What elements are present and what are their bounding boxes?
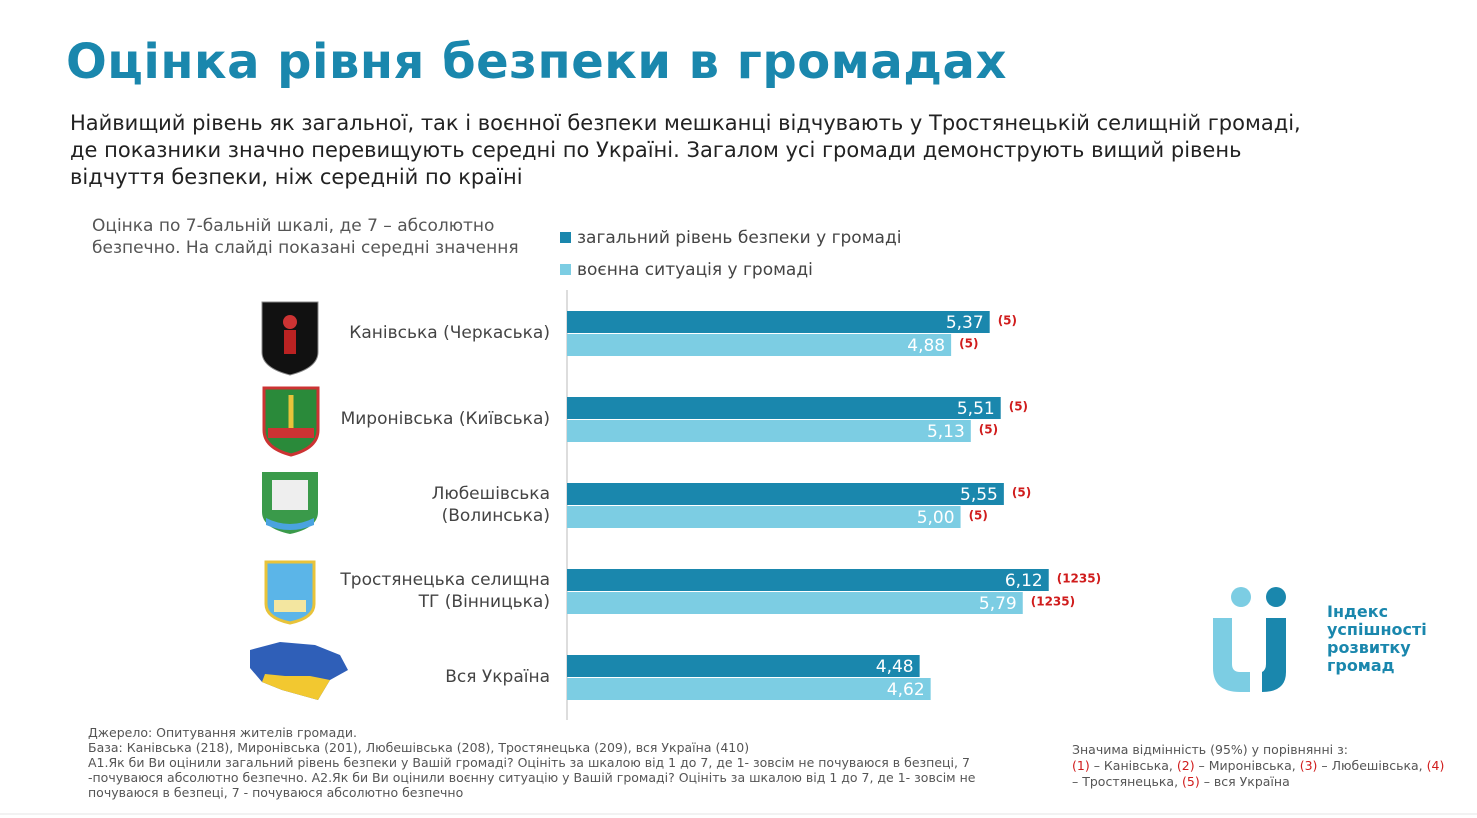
logo-line: успішності (1327, 620, 1427, 639)
footer: Джерело: Опитування жителів громади. База… (88, 725, 1048, 800)
legend-swatch (560, 264, 571, 275)
logo-text: Індекс успішності розвитку громад (1327, 603, 1427, 675)
significance-label: (1235) (1031, 595, 1075, 609)
bar (567, 483, 1004, 505)
category-label: Вся Україна (445, 667, 550, 687)
bar (567, 592, 1023, 614)
value-label: 5,13 (927, 422, 965, 442)
bar (567, 311, 990, 333)
bar (567, 420, 971, 442)
title: Оцінка рівня безпеки в громадах (66, 34, 1007, 90)
value-label: 5,00 (917, 508, 955, 528)
significance-label: – Любешівська, (1317, 758, 1427, 773)
logo-line: громад (1327, 656, 1395, 675)
significance-items: (1) – Канівська, (2) – Миронівська, (3) … (1072, 758, 1452, 790)
logo-line: розвитку (1327, 638, 1411, 657)
subtitle: Найвищий рівень як загальної, так і воєн… (70, 111, 1301, 189)
value-label: 5,55 (960, 485, 998, 505)
significance-note: Значима відмінність (95%) у порівнянні з… (1072, 742, 1452, 790)
legend-label: воєнна ситуація у громаді (577, 260, 813, 280)
bar (567, 334, 952, 356)
significance-code: (3) (1299, 758, 1318, 773)
emblem (262, 386, 320, 457)
value-label: 5,79 (979, 594, 1017, 614)
chart-note: Оцінка по 7-бальній шкалі, де 7 – абсолю… (92, 216, 519, 258)
significance-code: (1) (1072, 758, 1090, 773)
category-label: Тростянецька селищна ТГ (Вінницька) (340, 570, 550, 612)
significance-label: (1235) (1057, 572, 1101, 586)
bar (567, 569, 1049, 591)
significance-label: (5) (979, 423, 998, 437)
legend-label: загальний рівень безпеки у громаді (577, 228, 901, 248)
value-label: 4,62 (887, 680, 925, 700)
significance-title: Значима відмінність (95%) у порівнянні з… (1072, 742, 1348, 757)
significance-code: (4) (1426, 758, 1445, 773)
footer-line: База: Канівська (218), Миронівська (201)… (88, 740, 750, 755)
emblem (264, 560, 316, 625)
category-label: Миронівська (Київська) (340, 409, 550, 429)
significance-code: (5) (1182, 774, 1200, 789)
bar (567, 506, 961, 528)
footer-line: А1.Як би Ви оцінили загальний рівень без… (88, 755, 976, 800)
footer-line: Джерело: Опитування жителів громади. (88, 725, 357, 740)
category-label: Канівська (Черкаська) (349, 323, 550, 343)
significance-label: – Миронівська, (1194, 758, 1300, 773)
significance-code: (2) (1176, 758, 1195, 773)
bar (567, 655, 920, 677)
value-label: 5,51 (957, 399, 995, 419)
emblem (261, 301, 319, 376)
value-label: 6,12 (1005, 571, 1043, 591)
significance-label: (5) (1009, 400, 1028, 414)
significance-label: (5) (1012, 486, 1031, 500)
significance-label: – Канівська, (1089, 758, 1177, 773)
value-label: 4,88 (907, 336, 945, 356)
logo-mark (1213, 587, 1286, 692)
map (250, 642, 348, 700)
bar (567, 678, 931, 700)
significance-label: (5) (969, 509, 988, 523)
significance-label: – вся Україна (1199, 774, 1290, 789)
significance-label: (5) (959, 337, 978, 351)
value-label: 5,37 (946, 313, 984, 333)
bar (567, 397, 1001, 419)
significance-label: (5) (998, 314, 1017, 328)
logo-line: Індекс (1327, 602, 1389, 621)
value-label: 4,48 (876, 657, 914, 677)
emblem (262, 472, 318, 534)
legend-swatch (560, 232, 571, 243)
category-label: Любешівська (Волинська) (431, 484, 550, 526)
significance-label: – Тростянецька, (1072, 774, 1183, 789)
